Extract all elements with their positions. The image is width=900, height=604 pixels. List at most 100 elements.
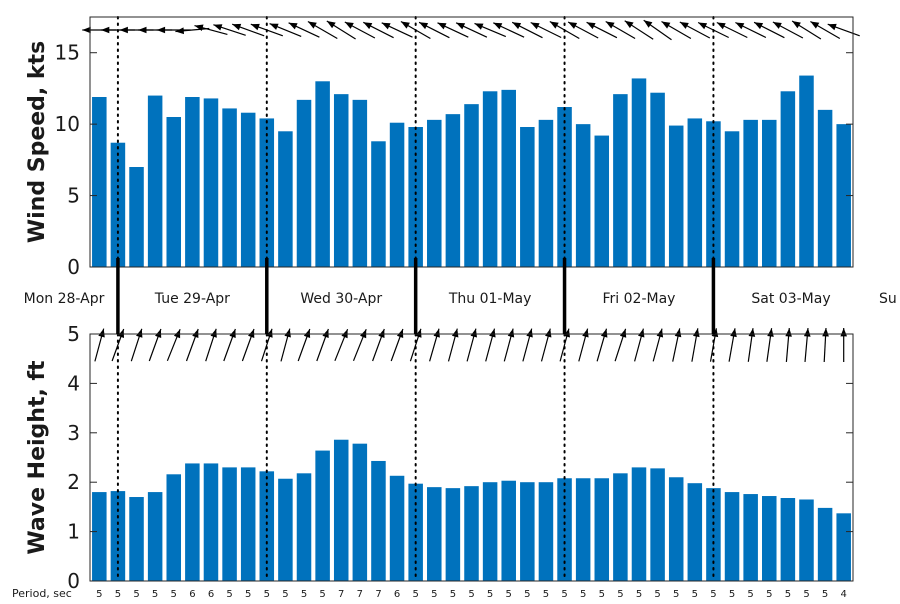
wind-direction-arrow-head [288,22,298,30]
wave-bar [92,492,107,581]
wave-direction-arrow-head [136,328,143,338]
period-value: 5 [766,589,772,600]
wave-direction-arrow-head [582,328,589,338]
wave-bar [240,467,256,581]
wind-direction-arrow-head [269,23,279,30]
wind-bar [185,97,200,267]
wind-bar [352,99,368,267]
period-value: 5 [226,589,232,600]
wind-ytick-label: 0 [67,255,80,279]
wave-direction-arrow-head [840,328,847,337]
wave-bar [482,482,498,581]
wind-direction-arrow-head [810,21,820,29]
wind-direction-arrow-head [624,20,634,29]
wave-bar [464,486,479,581]
wave-direction-arrow-head [451,328,459,338]
day-label: Tue 29-Apr [154,291,230,307]
wind-direction-arrow-head [400,21,410,29]
wave-bar [129,497,144,581]
period-value: 5 [580,589,586,600]
wind-bar [650,92,665,268]
wind-bar [296,99,312,267]
wave-direction-arrow-head [600,328,608,338]
period-value: 7 [357,589,363,600]
period-value: 5 [133,589,139,600]
wind-direction-arrow-head [605,21,615,29]
wind-direction-arrow-head [643,20,653,28]
period-value: 5 [710,589,716,600]
period-value: 5 [264,589,270,600]
wind-direction-arrow-head [100,26,110,34]
wind-axes-box [89,16,854,268]
wind-direction-arrow-head [792,21,801,29]
wave-bar [296,473,312,581]
wind-bar [687,118,703,268]
wind-bar [836,124,851,267]
wind-bar [613,94,628,267]
wave-direction-arrow-head [210,328,217,338]
wind-bar [594,135,610,267]
wind-direction-arrow-head [754,22,764,30]
wave-bar [371,460,386,581]
wind-bar [520,127,535,267]
wind-ytick-label: 10 [55,112,80,136]
period-value: 5 [543,589,549,600]
wave-bar [575,478,591,581]
wave-direction-arrow-head [674,328,682,338]
wave-direction-arrow-head [470,328,477,338]
period-value: 5 [599,589,605,600]
wind-bar [538,119,554,267]
wave-bar [762,496,777,581]
wave-direction-arrow-head [656,328,664,338]
period-value: 5 [319,589,325,600]
wave-ylabel: Wave Height, ft [25,360,50,555]
wind-direction-arrow-head [156,26,166,34]
wave-direction-arrow-head [730,328,737,338]
wind-direction-arrow-head [474,23,484,30]
wind-direction-arrow-head [119,26,128,34]
wind-direction-arrow-head [735,22,745,30]
wave-bar [147,492,163,581]
wind-direction-arrow-head [679,22,689,29]
period-value: 5 [747,589,753,600]
wave-direction-arrow-head [415,328,422,338]
wind-direction-arrow-head [493,22,503,30]
wind-bar [203,98,219,268]
wave-bar [687,483,703,581]
wave-direction-arrow-head [545,328,552,338]
wind-direction-arrow-head [344,22,354,29]
wave-bar [166,474,182,581]
period-value: 6 [394,589,400,600]
period-value: 5 [152,589,158,600]
wave-bar [222,467,237,581]
period-value: 6 [208,589,214,600]
period-value: 5 [506,589,512,600]
wave-bar [427,487,442,581]
wind-bar [222,108,237,268]
wave-ytick-label: 3 [67,421,80,445]
period-value: 5 [245,589,251,600]
period-value: 5 [450,589,456,600]
wave-direction-arrow-head [693,328,700,338]
wave-bar [520,482,535,581]
wind-bar [724,131,740,267]
wave-direction-arrow-head [785,328,792,337]
wind-bar [743,119,758,267]
wind-bar [92,97,107,267]
wind-direction-arrow-head [568,22,578,29]
wave-bar [445,488,461,581]
wave-direction-arrow-head [433,328,440,338]
wind-bar [780,91,796,267]
day-label: Su [879,291,897,307]
period-value: 5 [822,589,828,600]
wave-bar [668,477,684,581]
wind-bar [278,131,293,267]
period-value: 5 [561,589,567,600]
wind-direction-arrow-head [827,23,837,31]
period-value: 5 [785,589,791,600]
period-value: 5 [96,589,102,600]
period-value: 5 [468,589,474,600]
wind-bar [427,119,442,267]
wind-bar [333,94,349,267]
